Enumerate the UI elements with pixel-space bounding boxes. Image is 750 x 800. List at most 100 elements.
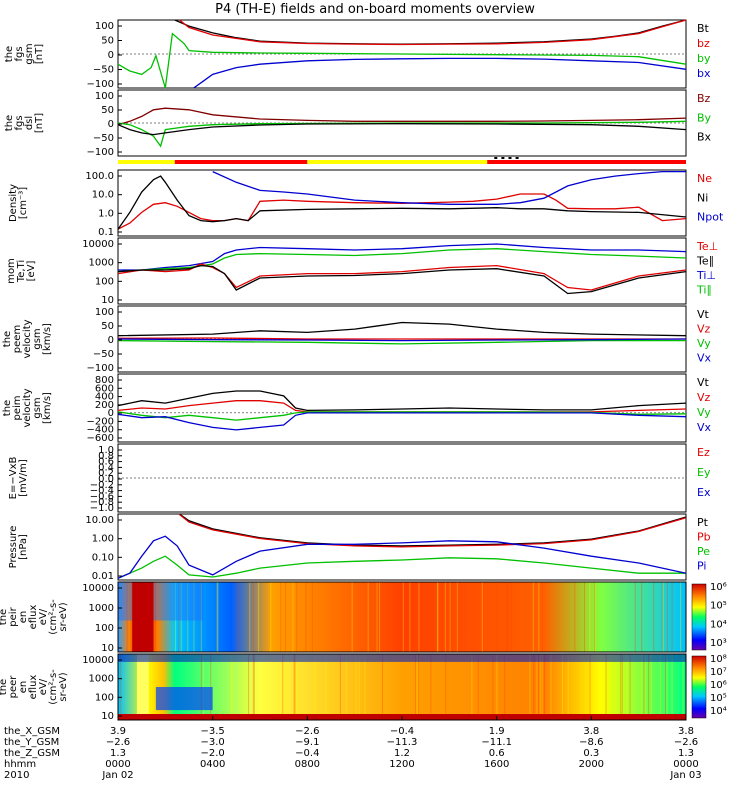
legend-By: By — [697, 111, 712, 124]
spectrogram-stripe — [538, 582, 539, 652]
spectrogram-stripe — [666, 654, 667, 720]
x-tick-label: −0.4 — [295, 748, 319, 759]
spectrogram-stripe — [672, 582, 673, 652]
colorbar-tick-label: 10⁷ — [710, 667, 727, 678]
spectrogram-stripe — [445, 582, 446, 652]
spectrogram-stripe — [544, 654, 545, 720]
y-axis-label: [km/s] — [42, 392, 53, 424]
spectrogram-stripe — [312, 582, 313, 652]
colorbar-tick-label: 10⁵ — [710, 601, 727, 612]
y-tick-label: −50 — [93, 133, 114, 144]
spectrogram-stripe — [282, 654, 283, 720]
x-tick-label: 1200 — [389, 759, 414, 770]
x-tick-label: 0000 — [105, 759, 130, 770]
fgs-panel: 100500−50−100the fgs gsm [nT]Btbzbybx — [4, 20, 711, 90]
legend-Te: Te∥ — [696, 255, 714, 268]
spectrogram-band — [132, 582, 153, 652]
y-tick-label: 1000 — [89, 674, 114, 685]
legend-Ti: Ti⊥ — [696, 269, 716, 282]
spectrogram-stripe — [471, 654, 472, 720]
x-tick-label: 2000 — [579, 759, 604, 770]
spectrogram-stripe — [368, 582, 369, 652]
spectrogram-stripe — [253, 654, 254, 720]
spectrogram-stripe — [595, 582, 596, 652]
spectrogram-stripe — [542, 582, 543, 652]
spectrogram-stripe — [540, 654, 541, 720]
spectrogram-stripe — [574, 582, 575, 652]
spectrogram-stripe — [606, 654, 607, 720]
legend-Ne: Ne — [697, 172, 712, 185]
spectrogram-stripe — [457, 582, 458, 652]
y-tick-label: 0 — [108, 335, 114, 346]
y-tick-label: 50 — [101, 36, 114, 47]
y-tick-label: −1.0 — [90, 503, 114, 514]
x-tick-label: Jan 02 — [101, 770, 133, 781]
velocity-e-panel: 100500−50−100the peem velocity gsm [km/s]VtV… — [2, 306, 712, 374]
spectrogram-stripe — [295, 654, 296, 720]
y-tick-label: −100 — [87, 363, 114, 374]
x-tick-label: 3.8 — [583, 726, 599, 737]
x-tick-label: −2.6 — [106, 737, 130, 748]
y-tick-label: 10.0 — [92, 190, 114, 201]
legend-Npot: Npot — [697, 211, 724, 224]
legend-Ti: Ti∥ — [696, 284, 712, 297]
colorbar-tick-label: 10⁸ — [710, 654, 727, 665]
y-tick-label: 100.0 — [85, 171, 114, 182]
legend-Vx: Vx — [697, 352, 712, 365]
spectrogram-stripe — [641, 582, 642, 652]
electron-spectrogram-panel: 10⁸ 10⁷ 10⁶ 10⁵ 10⁴ 10000 1000 100 10 the peer en ef… — [0, 654, 727, 722]
colorbar-tick-label: 10³ — [710, 638, 727, 649]
spectrogram-stripe — [248, 654, 249, 720]
spectrogram-stripe — [403, 582, 404, 652]
x-tick-label: 1.3 — [678, 748, 694, 759]
spectrogram-stripe — [249, 582, 250, 652]
spectrogram-stripe — [437, 582, 438, 652]
x-row-label: 2010 — [4, 770, 29, 781]
spectrogram-band — [118, 582, 203, 621]
mode-segment — [307, 160, 487, 164]
x-tick-label: −2.6 — [674, 737, 698, 748]
spectrogram-stripe — [533, 582, 534, 652]
x-tick-label: −2.6 — [295, 726, 319, 737]
spectrogram-stripe — [537, 654, 538, 720]
y-tick-label: 1.00 — [92, 534, 114, 545]
spectrogram-stripe — [622, 654, 623, 720]
legend-Vy: Vy — [697, 337, 711, 350]
spectrogram-stripe — [507, 582, 508, 652]
spectrogram-stripe — [643, 654, 644, 720]
spectrogram-stripe — [497, 582, 498, 652]
spectrogram-stripe — [478, 654, 479, 720]
mode-segment — [175, 160, 308, 164]
y-tick-label: −100 — [87, 79, 114, 90]
spectrogram-stripe — [562, 654, 563, 720]
x-tick-label: −8.6 — [579, 737, 603, 748]
spectrogram-stripe — [415, 654, 416, 720]
x-tick-label: 3.8 — [678, 726, 694, 737]
x-tick-label: −3.0 — [201, 737, 225, 748]
spectrogram-band — [156, 687, 213, 710]
velocity-i-panel: 8006004002000−200−400−600 the peim velocity… — [2, 374, 712, 444]
y-axis-label: [nT] — [34, 44, 45, 64]
y-tick-label: −600 — [87, 433, 114, 444]
y-tick-label: 100 — [95, 692, 114, 703]
x-tick-label: 0.3 — [583, 748, 599, 759]
efield-panel: 1.00.80.60.40.20.0−0.2−0.4−0.6−0.8−1.0E=… — [8, 444, 711, 514]
legend-Pt: Pt — [697, 516, 709, 529]
y-tick-label: 50 — [101, 321, 114, 332]
y-axis-label: sr-eV) — [58, 602, 69, 631]
x-tick-label: 0800 — [295, 759, 320, 770]
mode-marker — [516, 157, 519, 159]
velocity-i-frame — [118, 374, 686, 442]
y-tick-label: 10 — [101, 295, 114, 306]
legend-Ni: Ni — [697, 191, 708, 204]
mode-marker — [509, 157, 512, 159]
colorbar-tick-label: 10⁶ — [710, 582, 727, 593]
spectrogram-stripe — [568, 654, 569, 720]
legend-Pe: Pe — [697, 545, 710, 558]
legend-Ez: Ez — [697, 446, 710, 459]
spectrogram-stripe — [280, 582, 281, 652]
x-tick-label: 1.2 — [394, 748, 410, 759]
spectrogram-stripe — [340, 654, 341, 720]
y-tick-label: 1.0 — [98, 208, 114, 219]
spectrogram-stripe — [665, 654, 666, 720]
